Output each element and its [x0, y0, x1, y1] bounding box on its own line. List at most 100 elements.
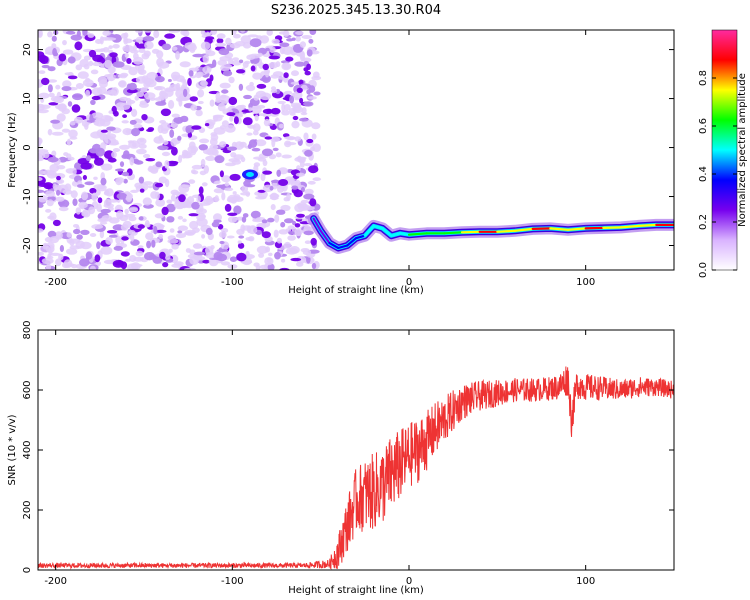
- noise-speckle: [238, 83, 244, 91]
- snr-ytick-label: 600: [22, 380, 33, 399]
- spectrogram-x-axis-label: Height of straight line (km): [288, 285, 424, 296]
- noise-speckle: [312, 71, 320, 79]
- signal-trace-segment: [496, 229, 517, 233]
- noise-speckle: [221, 192, 226, 201]
- noise-speckle: [236, 252, 247, 262]
- noise-speckle: [95, 147, 105, 157]
- noise-speckle: [144, 223, 151, 228]
- colorbar-tick-label: 0.6: [698, 118, 709, 134]
- noise-speckle: [137, 224, 145, 229]
- noise-speckle: [164, 178, 170, 188]
- noise-speckle: [99, 133, 106, 141]
- noise-speckle: [58, 53, 67, 62]
- noise-speckle: [248, 139, 258, 148]
- noise-speckle: [133, 124, 143, 129]
- noise-speckle: [216, 33, 226, 39]
- noise-speckle: [295, 172, 306, 177]
- noise-speckle: [69, 120, 76, 126]
- noise-speckle: [143, 153, 151, 159]
- noise-speckle: [161, 43, 172, 51]
- noise-speckle: [285, 142, 297, 146]
- noise-speckle: [295, 31, 304, 35]
- noise-speckle: [90, 99, 96, 105]
- noise-speckle: [171, 263, 183, 268]
- noise-speckle: [215, 92, 221, 101]
- signal-trace-segment: [566, 227, 587, 231]
- noise-speckle: [212, 114, 225, 119]
- noise-speckle: [134, 119, 143, 124]
- noise-speckle: [306, 138, 314, 144]
- signal-trace-segment: [399, 232, 411, 236]
- noise-speckle: [49, 252, 61, 256]
- noise-speckle: [280, 221, 286, 228]
- noise-speckle: [149, 97, 156, 101]
- noise-speckle: [92, 54, 104, 62]
- noise-speckle: [288, 231, 295, 235]
- noise-speckle: [155, 198, 166, 207]
- noise-speckle: [85, 89, 91, 97]
- signal-trace-segment: [531, 227, 552, 230]
- noise-speckle: [48, 92, 55, 98]
- noise-speckle: [183, 267, 196, 270]
- noise-speckle: [278, 229, 289, 235]
- noise-speckle: [240, 192, 251, 196]
- signal-trace-segment: [513, 227, 534, 232]
- noise-speckle: [126, 58, 132, 64]
- noise-speckle: [45, 209, 52, 213]
- noise-speckle: [89, 187, 97, 194]
- noise-speckle: [105, 237, 113, 245]
- noise-speckle: [171, 146, 178, 156]
- noise-speckle: [216, 248, 229, 253]
- noise-speckle: [219, 82, 231, 89]
- noise-speckle: [299, 97, 304, 104]
- noise-speckle: [239, 59, 244, 64]
- noise-speckle: [209, 99, 215, 107]
- noise-speckle: [248, 236, 255, 242]
- noise-speckle: [229, 256, 238, 263]
- noise-speckle: [119, 96, 129, 102]
- noise-speckle: [280, 204, 291, 212]
- noise-speckle: [238, 235, 245, 239]
- noise-speckle: [45, 263, 52, 270]
- noise-speckle: [281, 103, 286, 112]
- noise-speckle: [307, 180, 316, 185]
- noise-speckle: [49, 212, 57, 221]
- noise-speckle: [104, 189, 110, 195]
- noise-speckle: [168, 99, 175, 109]
- noise-speckle: [311, 262, 317, 270]
- noise-speckle: [73, 228, 81, 235]
- noise-speckle: [188, 179, 196, 184]
- noise-speckle: [155, 161, 163, 168]
- noise-speckle: [220, 261, 231, 266]
- noise-speckle: [170, 123, 178, 129]
- noise-speckle: [137, 245, 144, 249]
- colorbar-tick-label: 0.4: [698, 166, 709, 182]
- noise-speckle: [176, 204, 186, 209]
- noise-speckle: [168, 30, 181, 33]
- noise-speckle: [237, 242, 245, 249]
- noise-speckle: [187, 132, 193, 138]
- noise-speckle: [70, 34, 83, 41]
- noise-speckle: [166, 216, 175, 223]
- noise-speckle: [303, 67, 309, 72]
- noise-speckle: [136, 148, 147, 155]
- noise-speckle: [299, 41, 306, 48]
- noise-speckle: [142, 197, 152, 206]
- noise-speckle: [222, 70, 233, 77]
- noise-speckle: [227, 146, 238, 151]
- noise-speckle: [239, 104, 246, 109]
- noise-speckle: [222, 63, 232, 69]
- noise-speckle: [282, 30, 290, 37]
- noise-speckle: [107, 199, 120, 203]
- noise-speckle: [301, 35, 313, 39]
- noise-speckle: [284, 218, 294, 224]
- noise-speckle: [100, 129, 108, 133]
- noise-speckle: [217, 103, 226, 112]
- noise-speckle: [133, 256, 144, 262]
- noise-speckle: [170, 138, 177, 147]
- noise-speckle: [240, 35, 251, 44]
- noise-speckle: [99, 118, 111, 127]
- noise-speckle: [233, 205, 242, 215]
- signal-trace-segment: [584, 226, 605, 230]
- noise-speckle: [87, 33, 95, 38]
